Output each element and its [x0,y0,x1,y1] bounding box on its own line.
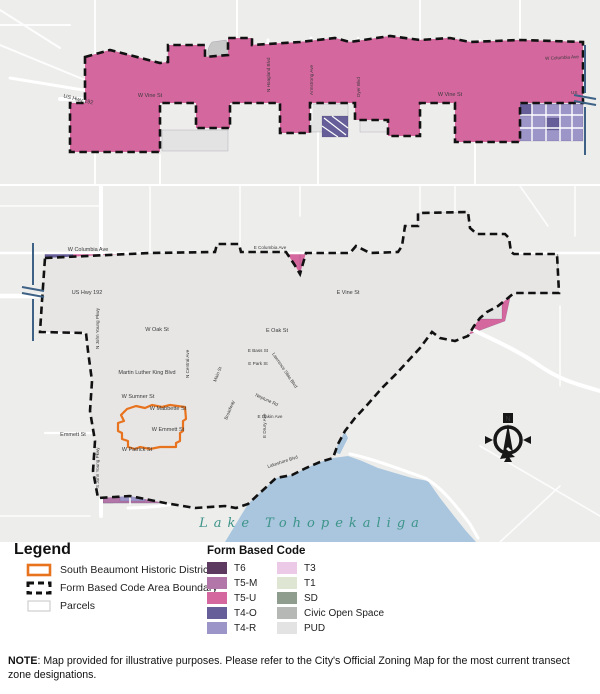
legend-item-boundary: Form Based Code Area Boundary [26,581,218,595]
zone-label: T6 [234,562,246,574]
match-line-right [573,45,597,155]
legend-item-label: Parcels [60,600,96,612]
street-label: N Hoagland Blvd [266,57,271,92]
t1-swatch [277,577,297,589]
street-label: W Oak St [145,327,169,333]
street-label: E Oak St [266,328,288,334]
pud-swatch [277,622,297,634]
route-label: US [571,90,577,95]
legend-item-historic-district: South Beaumont Historic District [26,563,218,577]
zone-label: Civic Open Space [304,607,385,619]
street-label: W Sumner St [122,394,155,400]
legend-item-label: South Beaumont Historic District [60,564,212,576]
street-label: Emmett St [60,432,86,438]
street-label: N John Young Pkwy [95,307,100,349]
legend: Legend South Beaumont Historic District … [14,541,218,617]
legend-title: Legend [14,541,71,558]
street-label: W Mabbette St [150,406,187,412]
bottom-map-panel: N W Columbia Ave E Columbia Ave US Hwy 1… [0,184,600,547]
form-based-code-legend: Form Based Code T6 T3 T5-M T1 T5-U SD T4… [207,545,384,634]
north-arrow-compass: N [485,413,531,462]
street-label: US Hwy 192 [72,290,103,296]
bottom-map: N W Columbia Ave E Columbia Ave US Hwy 1… [0,184,600,543]
street-label: E Vine St [337,290,360,296]
form-based-code-title: Form Based Code [207,545,306,557]
match-line-left [21,243,45,341]
street-label: E Bass St [248,348,269,353]
street-label: W Columbia Ave [68,247,109,253]
street-label: S John Young Pkwy [95,447,100,488]
top-map: US Hwy 192 W Vine St W Vine St W Columbi… [0,0,600,185]
lake-label: Lake Tohopekaliga [198,516,425,531]
note-label: NOTE [8,655,38,667]
street-label: W Emmett St [152,427,185,433]
street-label: Martin Luther King Blvd [118,370,175,376]
zone-label: SD [304,592,318,604]
zone-label: T4-R [234,622,257,634]
zone-label: T4-O [234,607,257,619]
street-label: Armstrong Ave [309,65,314,95]
zone-label: PUD [304,622,326,634]
note-text: : Map provided for illustrative purposes… [8,655,570,681]
t3-swatch [277,562,297,574]
street-label: E Park St [248,361,268,366]
street-label: Main St [212,365,223,382]
compass-north-letter: N [505,416,510,423]
south-beaumont-historic-district-outline [116,403,188,451]
street-label: W Vine St [438,92,463,98]
t5u-swatch [207,592,227,604]
street-label: Dyer Blvd [356,77,361,97]
lake-water [225,456,476,542]
street-label: E Drury Ave [262,413,267,438]
top-map-panel: US Hwy 192 W Vine St W Vine St W Columbi… [0,0,600,189]
t4r-swatch [207,622,227,634]
parcels-swatch [27,600,51,612]
zone-label: T3 [304,562,316,574]
legend-item-label: Form Based Code Area Boundary [60,582,218,594]
form-based-code-grid: T6 T3 T5-M T1 T5-U SD T4-O Civic Open Sp… [207,562,384,634]
map-note: NOTE: Map provided for illustrative purp… [8,655,588,682]
boundary-swatch [26,581,52,595]
zone-label: T1 [304,577,316,589]
legend-item-parcels: Parcels [26,599,218,613]
street-label: W Vine St [138,93,163,99]
zone-label: T5-U [234,592,257,604]
historic-district-swatch [26,563,52,577]
street-label: E Dakin Ave [258,414,283,419]
street-label: W Columbia Ave [545,54,580,61]
street-label: N Central Ave [185,349,190,378]
civic-open-space-swatch [277,607,297,619]
t6-swatch [207,562,227,574]
street-label: E Columbia Ave [254,245,287,250]
street-label: W Patrick St [122,447,153,453]
zone-label: T5-M [234,577,258,589]
t5m-swatch [207,577,227,589]
sd-swatch [277,592,297,604]
t4o-swatch [207,607,227,619]
